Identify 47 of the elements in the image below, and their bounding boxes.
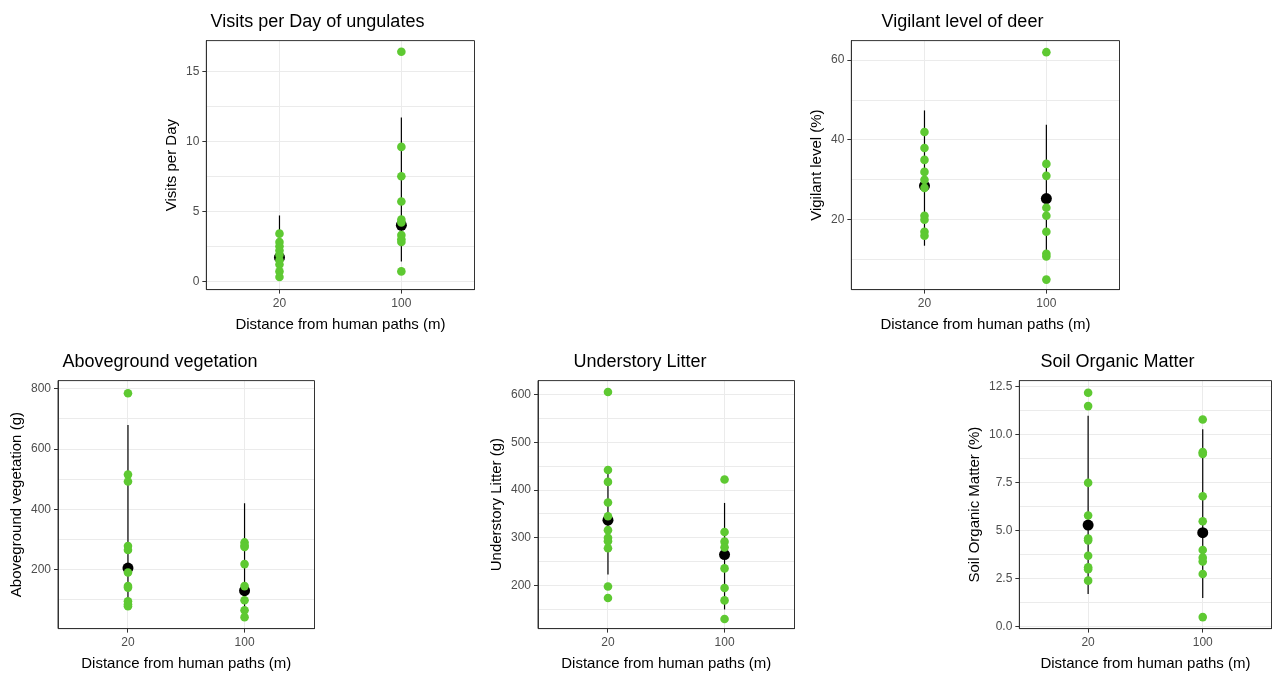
x-axis-title: Distance from human paths (m) [235,315,446,333]
y-tick-label: 2.5 [995,571,1013,586]
y-tick-label: 0.0 [995,618,1013,633]
x-tick-label: 100 [1192,635,1214,650]
chart-title: Understory Litter [573,350,707,371]
y-tick-label: 12.5 [989,379,1013,394]
y-tick-label: 200 [510,577,532,592]
x-tick-label: 100 [391,296,412,311]
y-tick-label: 20 [830,212,845,227]
y-tick-label: 40 [830,132,845,147]
x-tick-label: 20 [121,635,135,650]
x-axis-title: Distance from human paths (m) [81,654,292,672]
y-tick-label: 10.0 [989,427,1013,442]
y-axis-title: Soil Organic Matter (%) [965,426,983,583]
x-tick-label: 100 [714,635,735,650]
y-tick-label: 5.0 [995,523,1013,538]
chart-title: Aboveground vegetation [62,350,258,371]
x-axis-title: Distance from human paths (m) [880,315,1091,333]
chart-title: Soil Organic Matter [1040,350,1195,371]
y-tick-label: 5 [192,203,200,218]
y-axis-title: Aboveground vegetation (g) [7,412,25,598]
y-tick-label: 800 [30,381,52,396]
y-tick-label: 300 [510,530,532,545]
x-tick-label: 100 [234,635,255,650]
y-tick-label: 15 [185,63,200,78]
chart-title: Visits per Day of ungulates [210,10,425,31]
y-tick-label: 7.5 [995,475,1013,490]
y-tick-label: 400 [510,482,532,497]
x-tick-label: 20 [272,296,287,311]
x-tick-label: 20 [1081,635,1096,650]
y-axis-title: Vigilant level (%) [807,109,825,221]
x-tick-label: 20 [917,296,932,311]
chart-title: Vigilant level of deer [881,10,1044,31]
y-tick-label: 200 [30,561,52,576]
y-axis-title: Understory Litter (g) [487,437,505,572]
x-tick-label: 20 [601,635,615,650]
y-axis-title: Visits per Day [162,118,180,212]
x-tick-label: 100 [1036,296,1057,311]
y-tick-label: 60 [830,52,845,67]
y-tick-label: 0 [192,273,200,288]
y-tick-label: 500 [510,434,532,449]
y-tick-label: 10 [185,133,200,148]
y-tick-label: 600 [510,386,532,401]
y-tick-label: 400 [30,501,52,516]
y-tick-label: 600 [30,441,52,456]
x-axis-title: Distance from human paths (m) [1040,654,1251,672]
x-axis-title: Distance from human paths (m) [561,654,772,672]
